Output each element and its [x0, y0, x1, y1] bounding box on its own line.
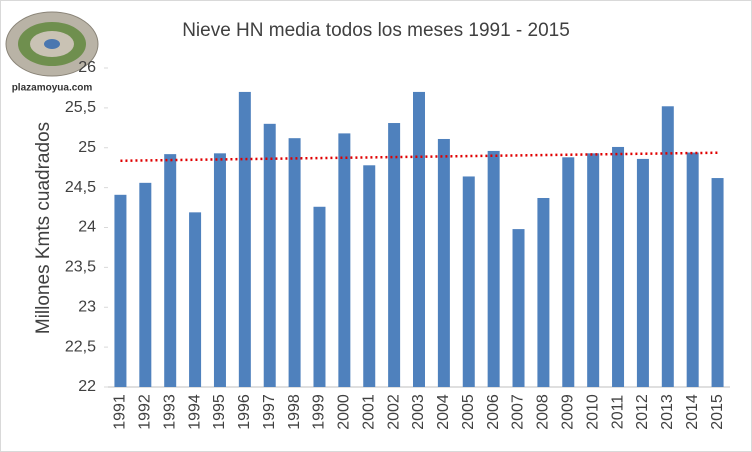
bar: [487, 150, 500, 387]
y-tick-label: 23: [78, 298, 96, 315]
x-tick-label: 2010: [584, 394, 601, 430]
x-tick-label: 2008: [535, 394, 552, 430]
bar: [587, 153, 600, 387]
y-axis-title: Millones Kmts cuadrados: [33, 122, 54, 334]
bar: [562, 157, 575, 387]
bar: [686, 152, 699, 387]
bar: [437, 138, 450, 387]
x-tick-label: 1997: [261, 394, 278, 430]
x-tick-label: 2015: [709, 394, 726, 430]
bar: [363, 165, 376, 387]
x-tick-label: 2003: [410, 394, 427, 430]
bar: [661, 106, 674, 387]
x-tick-label: 1991: [112, 394, 129, 430]
bar: [313, 206, 326, 387]
bar: [263, 123, 276, 387]
x-tick-label: 2004: [435, 394, 452, 430]
x-tick-label: 1993: [161, 394, 178, 430]
bar: [612, 146, 625, 387]
x-tick-label: 1995: [211, 394, 228, 430]
y-tick-label: 22: [78, 378, 96, 395]
bar: [164, 154, 177, 387]
bar: [288, 138, 301, 387]
x-tick-label: 2007: [510, 394, 527, 430]
x-tick-label: 1999: [311, 394, 328, 430]
bar: [537, 197, 550, 387]
y-tick-label: 25,5: [65, 99, 96, 116]
x-tick-label: 1994: [186, 394, 203, 430]
x-tick-label: 2012: [634, 394, 651, 430]
logo: [5, 11, 99, 77]
y-tick-label: 26: [78, 59, 96, 76]
x-tick-label: 2013: [659, 394, 676, 430]
bar: [189, 212, 202, 387]
y-tick-label: 23,5: [65, 259, 96, 276]
x-tick-label: 2009: [559, 394, 576, 430]
bar: [238, 91, 251, 388]
watermark: plazamoyua.com: [12, 83, 93, 94]
bar: [139, 182, 152, 387]
chart-title: Nieve HN media todos los meses 1991 - 20…: [182, 20, 570, 41]
x-tick-label: 2011: [609, 395, 626, 430]
bar: [388, 123, 401, 387]
x-tick-label: 2000: [336, 394, 353, 430]
bar: [114, 194, 127, 387]
y-tick-label: 24,5: [65, 179, 96, 196]
y-tick-label: 24: [78, 219, 96, 236]
bar: [213, 153, 226, 387]
bar: [512, 229, 525, 387]
y-tick-label: 22,5: [65, 338, 96, 355]
bar: [338, 133, 351, 387]
x-tick-label: 2014: [684, 394, 701, 430]
x-tick-label: 1998: [286, 394, 303, 430]
x-tick-label: 2006: [485, 394, 502, 430]
x-tick-label: 1992: [137, 394, 154, 430]
x-tick-label: 2005: [460, 394, 477, 430]
y-tick-label: 25: [78, 139, 96, 156]
x-tick-label: 1996: [236, 394, 253, 430]
x-tick-label: 2001: [360, 394, 377, 430]
bar: [636, 158, 649, 387]
bar: [462, 176, 475, 387]
bar: [413, 91, 425, 388]
bar: [711, 178, 724, 387]
x-tick-label: 2002: [385, 394, 402, 430]
